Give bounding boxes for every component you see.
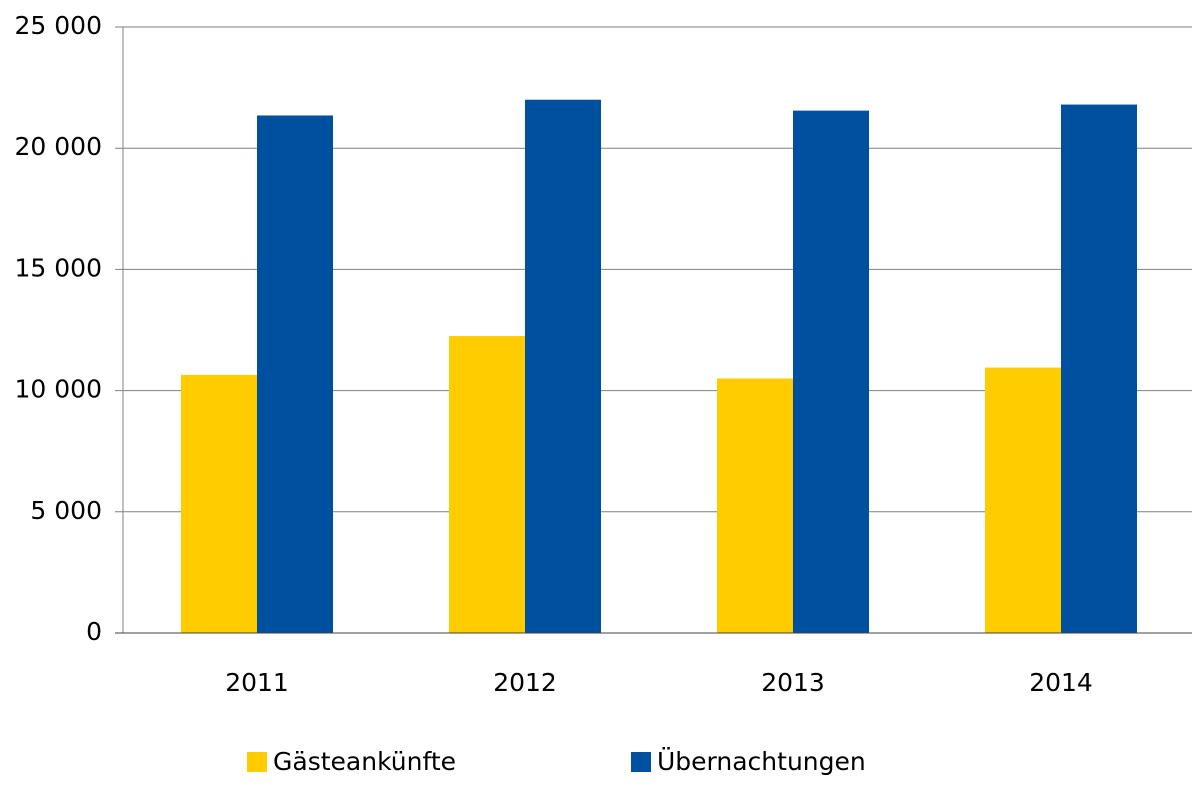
y-tick-label: 20 000 bbox=[15, 132, 102, 161]
bar bbox=[181, 374, 257, 633]
y-tick-label: 25 000 bbox=[15, 11, 102, 40]
x-tick-label: 2012 bbox=[493, 668, 557, 697]
legend-label: Übernachtungen bbox=[657, 747, 866, 776]
bar bbox=[985, 367, 1061, 633]
x-tick-label: 2013 bbox=[761, 668, 825, 697]
x-tick-label: 2014 bbox=[1029, 668, 1093, 697]
bar bbox=[793, 110, 869, 634]
legend-label: Gästeankünfte bbox=[273, 747, 456, 776]
y-tick-label: 10 000 bbox=[15, 375, 102, 404]
y-tick-label: 15 000 bbox=[15, 253, 102, 282]
legend-swatch bbox=[631, 752, 651, 772]
bar bbox=[525, 99, 601, 634]
bar bbox=[717, 378, 793, 633]
y-tick-label: 0 bbox=[86, 617, 102, 646]
bar bbox=[1061, 104, 1137, 634]
x-tick-label: 2011 bbox=[225, 668, 289, 697]
y-tick-label: 5 000 bbox=[30, 496, 102, 525]
legend-swatch bbox=[247, 752, 267, 772]
bar bbox=[449, 336, 525, 633]
bar bbox=[257, 115, 333, 633]
